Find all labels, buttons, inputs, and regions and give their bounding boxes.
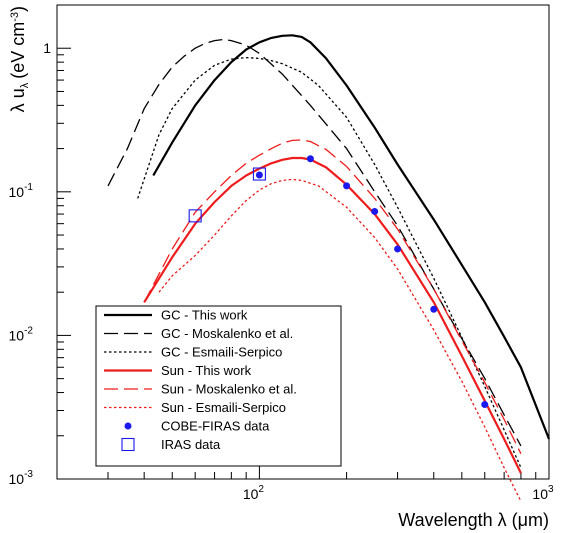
y-axis-label-units: (eV cm	[8, 22, 28, 79]
legend-swatch	[121, 437, 135, 452]
legend: GC - This work GC - Moskalenko et al. GC -…	[95, 305, 342, 467]
legend-label: GC - Moskalenko et al.	[161, 326, 293, 341]
legend-box	[95, 305, 342, 467]
legend-entry: GC - Esmaili-Serpico	[104, 345, 282, 360]
series-line-1	[107, 38, 522, 447]
legend-swatch	[124, 422, 132, 430]
legend-label: Sun - This work	[161, 363, 252, 378]
legend-entry: Sun - Moskalenko et al.	[104, 382, 297, 397]
x-tick-label: 103	[532, 484, 554, 502]
y-tick-label: 10-3	[9, 469, 34, 487]
legend-label: IRAS data	[161, 437, 221, 452]
axis-ticks	[56, 4, 550, 480]
legend-label: GC - Esmaili-Serpico	[161, 345, 282, 360]
legend-entry: IRAS data	[121, 437, 221, 452]
legend-entry: GC - This work	[104, 308, 248, 323]
series-line-0	[152, 34, 551, 440]
y-axis-label-main: λ u	[8, 88, 28, 112]
legend-entries: GC - This work GC - Moskalenko et al. GC -…	[104, 308, 297, 452]
y-axis-label-units-sup: -3	[9, 12, 21, 22]
y-tick-label: 10-1	[9, 182, 34, 200]
iras-point	[188, 209, 202, 223]
y-axis-label: λ uλ (eV cm-3)	[8, 6, 31, 112]
cobe-firas-point	[430, 305, 438, 313]
iras-point	[252, 167, 266, 181]
legend-label: COBE-FIRAS data	[161, 419, 270, 434]
series-line-3	[143, 156, 522, 474]
x-axis-label: Wavelength λ (μm)	[398, 510, 549, 530]
legend-entry: Sun - This work	[104, 363, 252, 378]
y-tick-label: 10-2	[9, 325, 34, 343]
series-line-5	[158, 178, 522, 502]
cobe-firas-point	[255, 171, 263, 179]
cobe-firas-point	[306, 155, 314, 163]
y-axis-label-units-close: )	[8, 6, 28, 12]
legend-entry: COBE-FIRAS data	[124, 419, 270, 434]
x-tick-label: 102	[243, 484, 265, 502]
series-layer	[107, 34, 551, 502]
cobe-firas-point	[394, 245, 402, 253]
cobe-firas-point	[371, 207, 379, 215]
legend-label: Sun - Moskalenko et al.	[161, 382, 297, 397]
marker-layer	[188, 155, 489, 409]
cobe-firas-point	[343, 182, 351, 190]
legend-label: GC - This work	[161, 308, 248, 323]
y-axis-label-subscript: λ	[19, 82, 31, 88]
plot-frame	[56, 4, 550, 480]
legend-entry: Sun - Esmaili-Serpico	[104, 400, 286, 415]
legend-entry: GC - Moskalenko et al.	[104, 326, 293, 341]
legend-label: Sun - Esmaili-Serpico	[161, 400, 286, 415]
cobe-firas-point	[481, 401, 489, 409]
y-tick-label: 1	[43, 40, 51, 56]
tick-labels: 102 103 10-3 10-2 10-1 1	[9, 40, 554, 502]
series-line-2	[137, 56, 522, 468]
